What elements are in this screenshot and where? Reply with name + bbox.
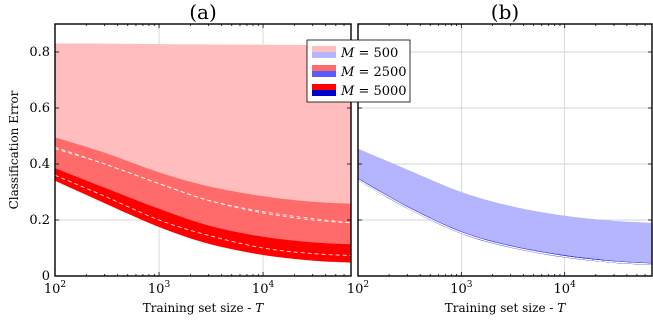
xtick-label: 103 (450, 280, 473, 297)
legend-swatch-bottom (312, 90, 336, 96)
panel-title: (a) (189, 0, 217, 24)
panel-title: (b) (491, 0, 519, 24)
ytick-label: 0.8 (29, 45, 50, 60)
ytick-label: 0.2 (29, 213, 50, 228)
ytick-label: 0 (42, 269, 50, 284)
xtick-label: 104 (554, 280, 577, 297)
xtick-label: 103 (148, 280, 171, 297)
legend-swatch-bottom (312, 71, 336, 77)
band-m500 (358, 148, 652, 263)
panel-a: 0 0.2 0.4 0.6 0.8 Classification Error 102 103 1… (7, 0, 352, 315)
ytick-label: 0.4 (29, 157, 50, 172)
legend-swatch-top (312, 65, 336, 71)
plot-frame (54, 23, 352, 277)
xtick-label: 102 (347, 280, 369, 297)
legend: M = 500 M = 2500 M = 5000 (306, 39, 411, 103)
x-axis-label: Training set size - T (143, 301, 265, 315)
bands (358, 148, 652, 266)
bands (55, 43, 351, 263)
legend-label: M = 5000 (340, 84, 407, 99)
plot-frame (357, 23, 653, 277)
band-m2500 (55, 137, 351, 250)
ytick-label: 0.6 (29, 101, 50, 116)
ticks (357, 24, 653, 277)
band-m5000 (55, 168, 351, 263)
x-axis-label: Training set size - T (445, 301, 567, 315)
legend-swatch-bottom (312, 52, 336, 58)
legend-swatch-top (312, 84, 336, 90)
legend-swatch-top (312, 46, 336, 52)
mean-line (55, 148, 351, 224)
xtick-label: 102 (44, 280, 66, 297)
panel-b: 102 103 104 Training set size - T (b) (347, 0, 653, 315)
legend-label: M = 500 (340, 46, 398, 61)
xtick-label: 104 (252, 280, 275, 297)
mean-line (358, 179, 652, 265)
y-axis-label: Classification Error (7, 90, 21, 209)
legend-label: M = 2500 (340, 65, 407, 80)
